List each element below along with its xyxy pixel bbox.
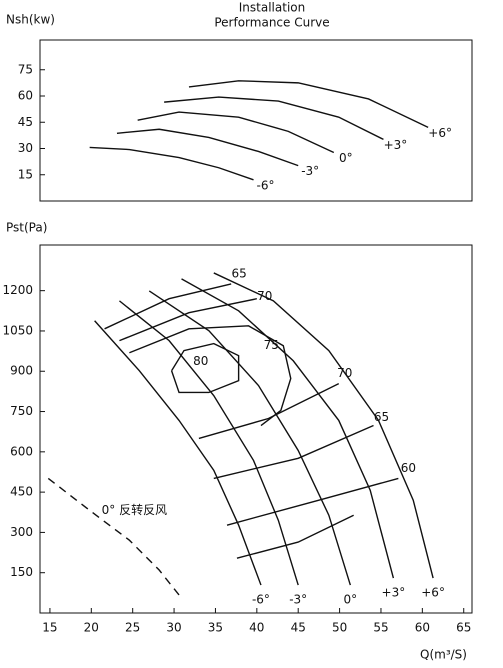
contour-label: 70 bbox=[257, 289, 272, 303]
efficiency-contour bbox=[170, 342, 240, 394]
contour-label: 80 bbox=[193, 354, 208, 368]
y-tick-label: 750 bbox=[10, 404, 33, 418]
series-line bbox=[213, 272, 434, 579]
series-label: -6° bbox=[257, 178, 275, 192]
efficiency-contour bbox=[104, 283, 232, 330]
y-axis-label: Nsh(kw) bbox=[6, 13, 55, 27]
y-tick-label: 60 bbox=[18, 89, 33, 103]
series-label: +6° bbox=[428, 126, 452, 140]
efficiency-contour bbox=[198, 382, 340, 440]
series-label: -3° bbox=[289, 593, 307, 607]
x-tick-label: 60 bbox=[415, 621, 430, 635]
x-tick-label: 25 bbox=[125, 621, 140, 635]
y-tick-label: 45 bbox=[18, 115, 33, 129]
contour-label: 65 bbox=[374, 410, 389, 424]
y-tick-label: 1050 bbox=[2, 323, 33, 337]
y-axis-label: Pst(Pa) bbox=[6, 221, 47, 235]
efficiency-contour bbox=[213, 424, 374, 480]
series-line bbox=[116, 128, 299, 167]
series-label: -6° bbox=[252, 593, 270, 607]
series-line bbox=[181, 278, 395, 579]
y-tick-label: 75 bbox=[18, 62, 33, 76]
y-tick-label: 300 bbox=[10, 525, 33, 539]
x-tick-label: 20 bbox=[84, 621, 99, 635]
y-tick-label: 15 bbox=[18, 167, 33, 181]
y-tick-label: 450 bbox=[10, 485, 33, 499]
x-axis-label: Q(m³/S) bbox=[420, 648, 467, 662]
chart-subtitle: Performance Curve bbox=[214, 16, 329, 30]
plot-frame bbox=[39, 244, 473, 614]
series-label: +3° bbox=[384, 138, 408, 152]
efficiency-contour bbox=[129, 325, 292, 427]
efficiency-contour bbox=[226, 477, 399, 526]
contour-label: 70 bbox=[337, 366, 352, 380]
y-tick-label: 30 bbox=[18, 141, 33, 155]
series-line bbox=[188, 80, 429, 128]
series-label: -3° bbox=[301, 164, 319, 178]
series-line bbox=[89, 146, 254, 181]
series-line bbox=[94, 320, 262, 586]
y-tick-label: 150 bbox=[10, 565, 33, 579]
series-line bbox=[164, 96, 384, 141]
efficiency-contour bbox=[236, 514, 354, 559]
plot-frame bbox=[39, 39, 473, 202]
x-tick-label: 45 bbox=[291, 621, 306, 635]
y-tick-label: 900 bbox=[10, 364, 33, 378]
x-tick-label: 40 bbox=[249, 621, 264, 635]
chart-title: Installation bbox=[239, 1, 305, 15]
series-line bbox=[137, 111, 335, 154]
contour-label: 65 bbox=[232, 266, 247, 280]
x-tick-label: 50 bbox=[332, 621, 347, 635]
efficiency-contour bbox=[119, 298, 257, 342]
series-label: +3° bbox=[382, 586, 406, 600]
contour-label: 60 bbox=[401, 461, 416, 475]
contour-label: 75 bbox=[264, 338, 279, 352]
series-label: +6° bbox=[421, 586, 445, 600]
series-label: 0° 反转反风 bbox=[102, 502, 167, 517]
series-label: 0° bbox=[339, 151, 353, 165]
x-tick-label: 55 bbox=[373, 621, 388, 635]
y-tick-label: 1200 bbox=[2, 283, 33, 297]
x-tick-label: 65 bbox=[456, 621, 471, 635]
x-tick-label: 15 bbox=[42, 621, 57, 635]
x-tick-label: 35 bbox=[208, 621, 223, 635]
y-tick-label: 600 bbox=[10, 444, 33, 458]
series-line bbox=[47, 477, 180, 596]
x-tick-label: 30 bbox=[166, 621, 181, 635]
series-label: 0° bbox=[344, 593, 358, 607]
series-line bbox=[148, 290, 352, 586]
